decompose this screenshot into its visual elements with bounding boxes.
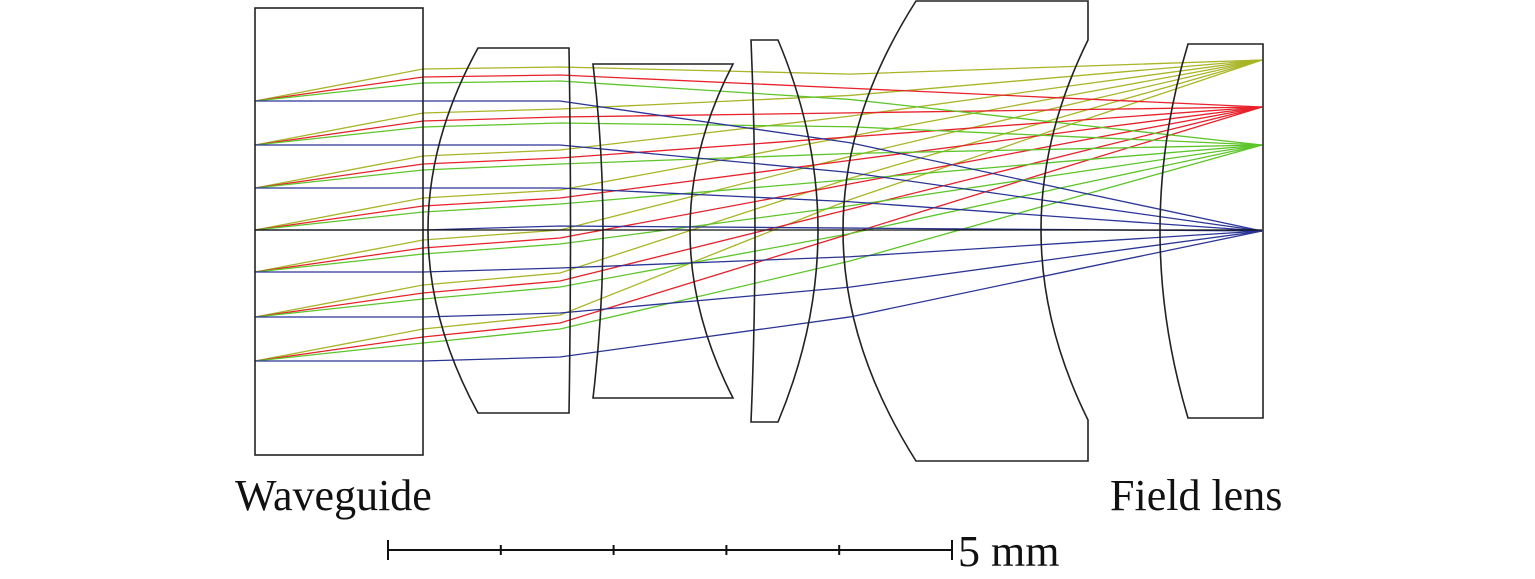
ray-yellow <box>254 59 1263 273</box>
ray-red <box>254 106 1263 231</box>
ray-red <box>254 106 1263 273</box>
ray-yellow <box>254 59 1263 146</box>
ray-red <box>254 74 1263 108</box>
scale-bar <box>387 540 953 560</box>
ray-blue <box>255 100 1263 232</box>
ray-green <box>254 144 1263 318</box>
ray-fans <box>254 59 1263 362</box>
ray-red <box>254 106 1263 189</box>
ray-red <box>254 106 1263 318</box>
ray-yellow <box>254 59 1263 231</box>
ray-blue <box>255 187 1263 232</box>
field-lens-label: Field lens <box>1110 471 1283 520</box>
ray-green <box>254 80 1263 146</box>
ray-blue <box>255 144 1263 232</box>
ray-yellow <box>254 59 1263 102</box>
ray-red <box>254 106 1263 362</box>
lens-2 <box>592 63 735 399</box>
ray-yellow <box>254 59 1263 362</box>
ray-green <box>254 144 1263 362</box>
ray-blue <box>255 230 1263 318</box>
waveguide-label: Waveguide <box>235 471 432 520</box>
ray-blue <box>255 230 1263 273</box>
ray-yellow <box>254 59 1263 318</box>
lens-4 <box>842 0 1089 462</box>
ray-red <box>254 106 1263 146</box>
lens-1 <box>427 47 572 414</box>
field-lens <box>1159 43 1264 419</box>
scale-bar-label: 5 mm <box>958 527 1060 576</box>
ray-green <box>254 144 1263 273</box>
lens-3 <box>750 39 819 423</box>
waveguide-block <box>254 7 424 456</box>
ray-green <box>254 144 1263 231</box>
ray-blue <box>255 230 1263 362</box>
ray-green <box>254 122 1263 146</box>
